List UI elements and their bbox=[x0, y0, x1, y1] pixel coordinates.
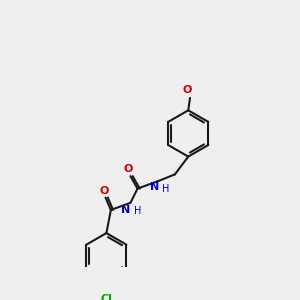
Text: Cl: Cl bbox=[100, 294, 112, 300]
Text: N: N bbox=[150, 182, 159, 192]
Text: N: N bbox=[122, 205, 130, 214]
Text: H: H bbox=[134, 206, 141, 215]
Text: O: O bbox=[124, 164, 133, 174]
Text: O: O bbox=[100, 186, 109, 196]
Text: H: H bbox=[162, 184, 169, 194]
Text: O: O bbox=[183, 85, 192, 95]
